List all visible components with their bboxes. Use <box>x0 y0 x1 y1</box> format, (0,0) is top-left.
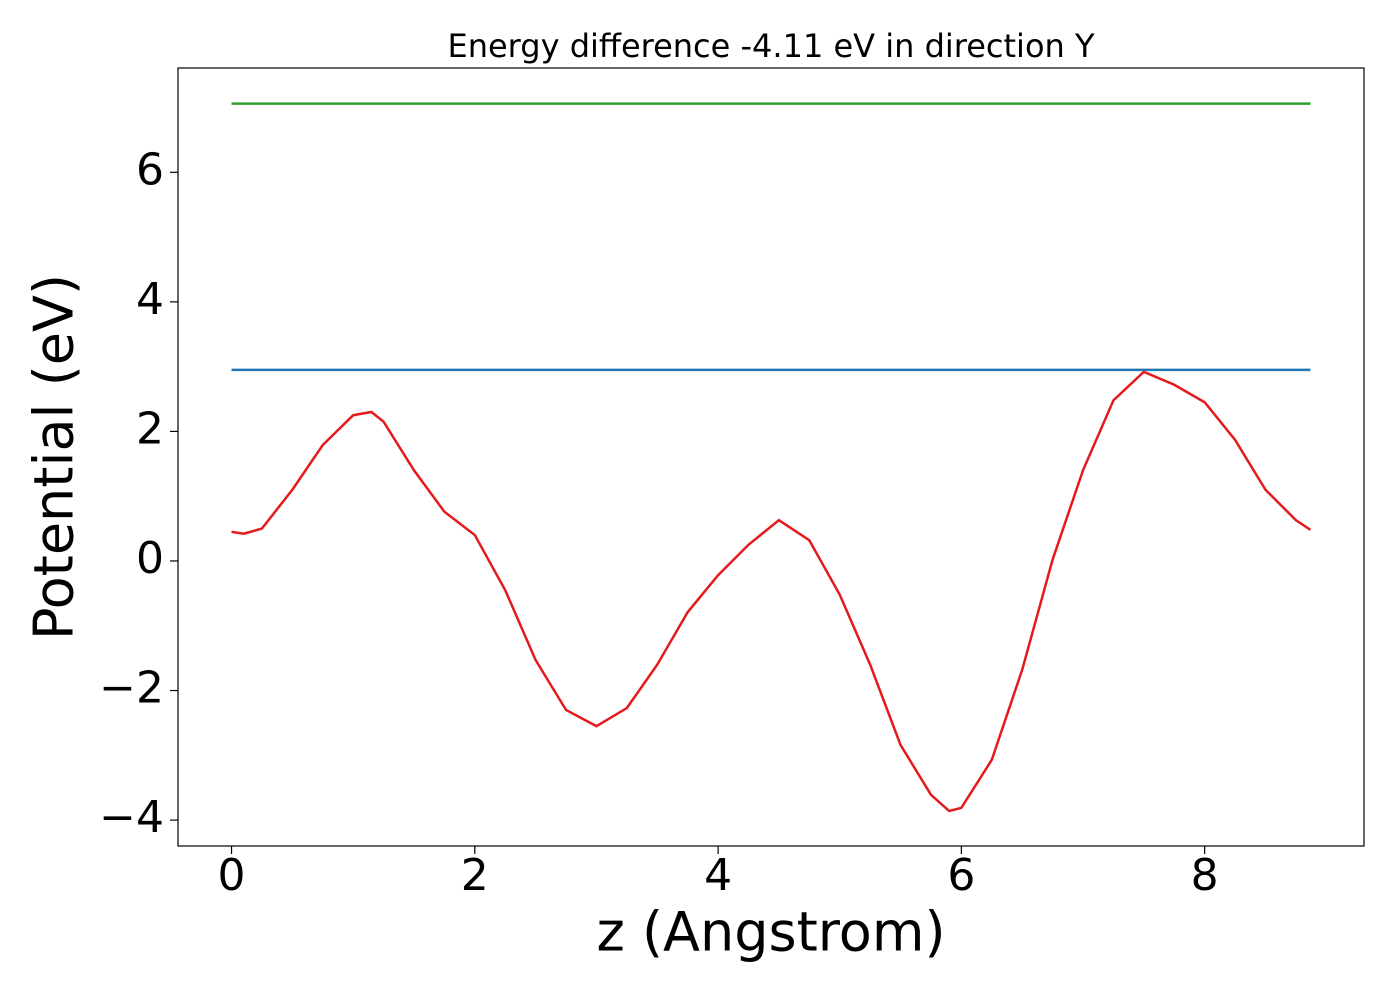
y-tick-label: −4 <box>99 792 164 843</box>
chart-title: Energy difference -4.11 eV in direction … <box>447 27 1094 65</box>
data-line <box>231 370 1312 813</box>
plot-frame <box>177 67 1365 847</box>
x-tick-label: 6 <box>947 850 975 901</box>
y-tick-label: 0 <box>136 533 164 584</box>
y-tick-label: −2 <box>99 663 164 714</box>
y-tick-label: 4 <box>136 274 164 325</box>
x-axis-label: z (Angstrom) <box>596 901 945 964</box>
y-axis-label: Potential (eV) <box>23 274 86 640</box>
x-tick-label: 2 <box>461 850 489 901</box>
x-tick-label: 0 <box>218 850 246 901</box>
y-tick-label: 6 <box>136 144 164 195</box>
x-tick-label: 8 <box>1191 850 1219 901</box>
y-tick-label: 2 <box>136 403 164 454</box>
x-tick-label: 4 <box>704 850 732 901</box>
